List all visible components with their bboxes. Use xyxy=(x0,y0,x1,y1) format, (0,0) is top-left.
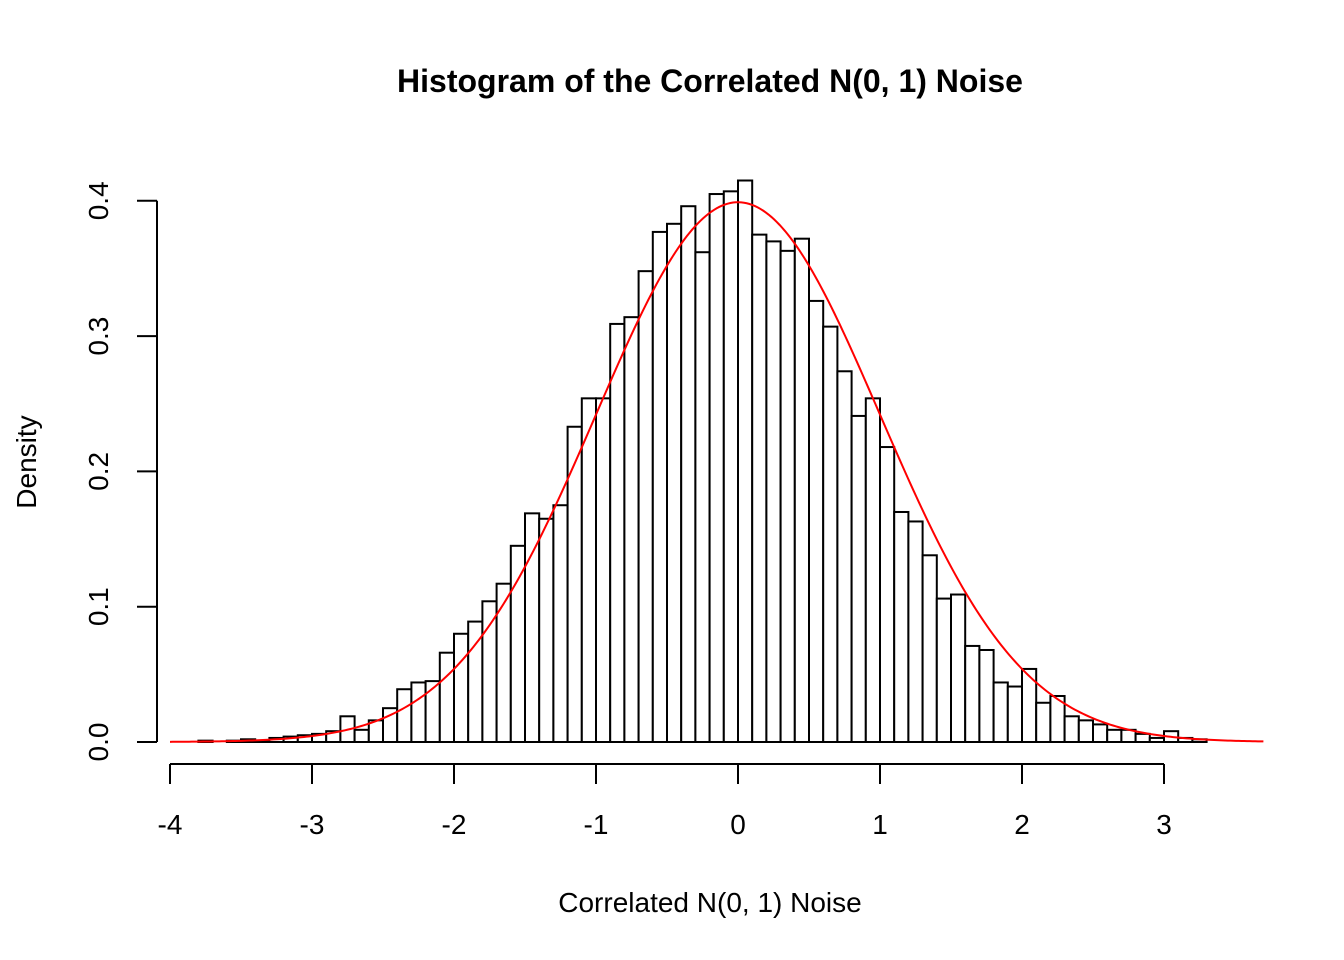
histogram-bar xyxy=(907,520,924,743)
histogram-bar xyxy=(864,397,881,743)
histogram-bar xyxy=(424,680,441,743)
histogram-bar xyxy=(893,510,910,743)
histogram-bar xyxy=(779,249,796,743)
histogram-bar xyxy=(1106,728,1123,743)
histogram-bar xyxy=(950,593,967,744)
histogram-bar xyxy=(694,251,711,744)
histogram-bar xyxy=(637,270,654,743)
histogram-bar xyxy=(793,237,810,744)
histogram-bar xyxy=(438,651,455,744)
histogram-bar xyxy=(879,446,896,743)
histogram-bar xyxy=(538,517,555,743)
normal-density-curve xyxy=(169,201,1264,743)
histogram-bar xyxy=(722,190,739,744)
histogram-bar xyxy=(822,325,839,743)
histogram-bar xyxy=(396,688,413,743)
histogram-bar xyxy=(509,544,526,743)
histogram-bar xyxy=(524,512,541,744)
histogram-bar xyxy=(1148,736,1166,743)
histogram-bar xyxy=(921,554,938,744)
histogram-bar xyxy=(666,222,683,743)
histogram-bar xyxy=(992,681,1009,744)
histogram-bar xyxy=(651,230,668,743)
histogram-bar xyxy=(495,582,512,743)
x-tick-label: -4 xyxy=(158,809,183,840)
y-tick-label: 0.1 xyxy=(83,587,114,626)
histogram-bar xyxy=(1134,732,1151,744)
histogram-bar xyxy=(850,414,867,743)
y-tick-label: 0.4 xyxy=(83,181,114,220)
x-tick-label: 3 xyxy=(1156,809,1172,840)
histogram-bar xyxy=(609,322,626,743)
y-axis-label: Density xyxy=(11,415,42,508)
x-tick-label: -1 xyxy=(584,809,609,840)
histogram-bar xyxy=(978,648,995,743)
y-tick-label: 0.0 xyxy=(83,723,114,762)
histogram-bar xyxy=(453,632,470,744)
histogram-bar xyxy=(1077,719,1095,743)
histogram-bars xyxy=(197,179,1208,744)
histogram-bar xyxy=(1035,701,1052,743)
histogram-bar xyxy=(552,504,569,743)
histogram-bar xyxy=(410,681,427,744)
x-tick-label: 2 xyxy=(1014,809,1030,840)
histogram-bar xyxy=(737,179,754,743)
histogram-bar xyxy=(765,240,782,743)
histogram-bar xyxy=(580,397,597,743)
x-tick-label: 0 xyxy=(730,809,746,840)
histogram-bar xyxy=(1006,685,1023,743)
x-axis-label: Correlated N(0, 1) Noise xyxy=(558,887,861,918)
x-tick-label: -2 xyxy=(442,809,467,840)
x-tick-label: 1 xyxy=(872,809,888,840)
histogram-bar xyxy=(836,370,853,743)
histogram-bar xyxy=(680,205,697,744)
histogram-bar xyxy=(623,316,640,743)
histogram-bar xyxy=(964,644,981,744)
y-tick-label: 0.2 xyxy=(83,452,114,491)
y-tick-label: 0.3 xyxy=(83,317,114,356)
histogram-bar xyxy=(708,193,725,744)
x-tick-label: -3 xyxy=(300,809,325,840)
histogram-bar xyxy=(595,397,612,743)
histogram-bar xyxy=(935,597,952,743)
histogram-bar xyxy=(481,600,498,744)
histogram-bar xyxy=(808,299,825,743)
x-axis: -4 -3 -2 -1 0 1 2 3 xyxy=(158,763,1172,840)
histogram-bar xyxy=(353,728,370,743)
chart-title: Histogram of the Correlated N(0, 1) Nois… xyxy=(397,63,1023,99)
histogram-bar xyxy=(1063,715,1080,744)
y-axis: 0.0 0.1 0.2 0.3 0.4 xyxy=(83,181,158,762)
histogram-bar xyxy=(751,233,768,743)
histogram-bar xyxy=(1092,723,1109,744)
